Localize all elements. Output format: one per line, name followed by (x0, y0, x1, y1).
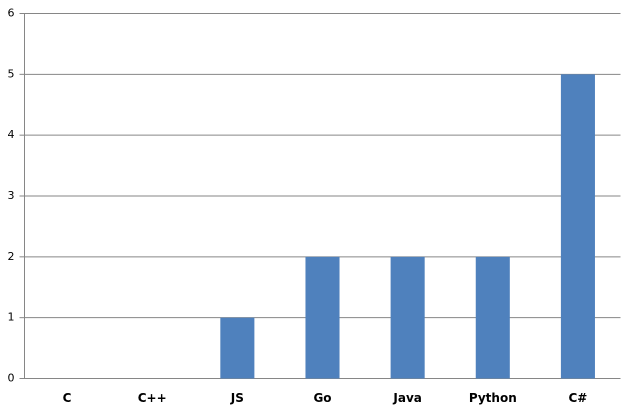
x-tick-label: C++ (138, 391, 167, 405)
bar (390, 256, 425, 379)
y-tick-label: 3 (8, 189, 15, 202)
bar (220, 317, 255, 379)
y-tick-label: 1 (8, 311, 15, 324)
y-tick-label: 0 (8, 372, 15, 385)
bar (560, 74, 595, 379)
bar (305, 256, 340, 379)
x-tick-label: C# (568, 391, 587, 405)
x-tick-label: JS (230, 391, 244, 405)
x-tick-label: Go (313, 391, 331, 405)
y-tick-label: 2 (8, 250, 15, 263)
x-tick-label: C (63, 391, 72, 405)
x-tick-label: Java (392, 391, 421, 405)
y-tick-label: 6 (8, 7, 15, 20)
bar (475, 256, 510, 379)
x-tick-label: Python (469, 391, 517, 405)
y-tick-label: 5 (8, 67, 15, 80)
y-tick-label: 4 (8, 128, 15, 141)
